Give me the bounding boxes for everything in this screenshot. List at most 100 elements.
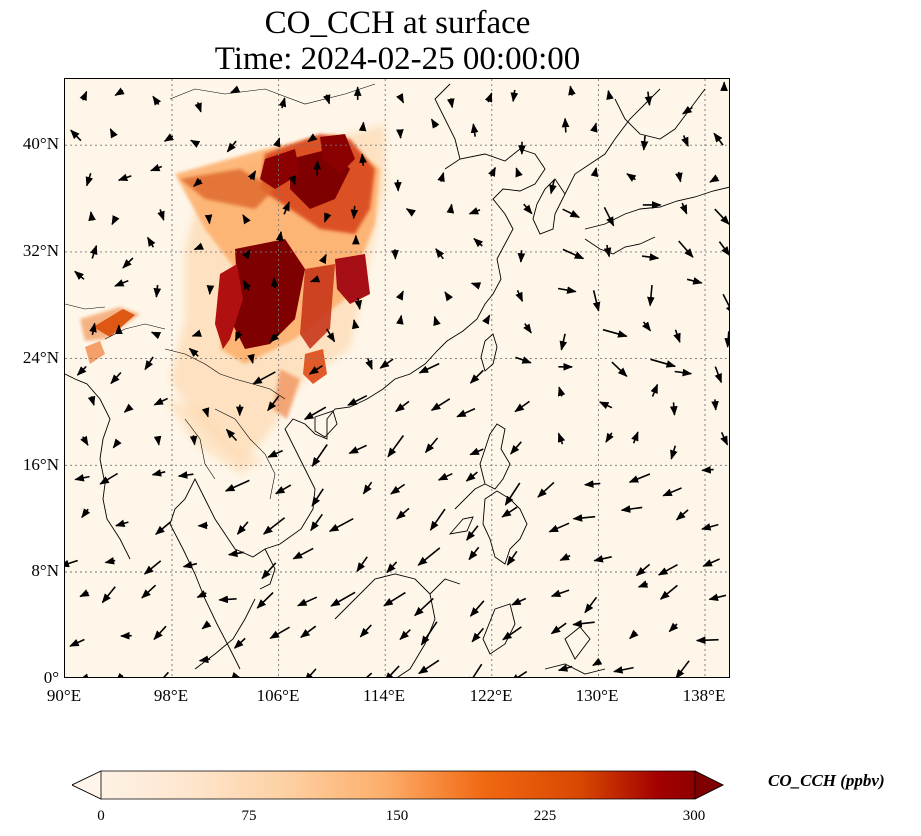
- wind-arrow: [311, 444, 328, 467]
- wind-arrow: [583, 480, 601, 488]
- x-tick-label: 106°E: [256, 686, 300, 705]
- wind-arrow: [424, 437, 439, 454]
- wind-arrow: [274, 484, 292, 495]
- wind-arrow: [111, 214, 120, 226]
- wind-arrow: [396, 93, 405, 104]
- wind-arrow: [112, 438, 122, 449]
- wind-arrow: [226, 140, 237, 153]
- colorbar-tick: 225: [533, 808, 557, 824]
- wind-arrow: [276, 676, 278, 677]
- wind-arrow: [515, 289, 524, 303]
- wind-arrow: [193, 177, 203, 187]
- wind-arrow: [488, 166, 497, 178]
- wind-arrow: [611, 361, 628, 377]
- wind-arrow: [562, 208, 580, 219]
- wind-arrow: [678, 240, 694, 258]
- wind-arrow: [620, 505, 643, 513]
- wind-arrow: [322, 94, 331, 105]
- wind-arrow: [292, 547, 314, 560]
- wind-arrow: [76, 365, 87, 376]
- wind-arrow: [430, 118, 440, 129]
- wind-arrow: [117, 173, 132, 182]
- wind-arrow: [506, 550, 518, 566]
- wind-arrow: [511, 597, 527, 606]
- wind-arrow: [640, 135, 649, 151]
- wind-arrow: [70, 129, 82, 142]
- wind-arrow: [234, 330, 243, 342]
- wind-arrow: [469, 447, 484, 456]
- wind-arrow: [386, 561, 398, 574]
- wind-arrow: [679, 202, 688, 215]
- wind-arrow: [395, 400, 410, 413]
- y-tick-label: 40°N: [22, 134, 59, 153]
- wind-arrow: [383, 591, 406, 607]
- wind-arrow: [517, 250, 526, 263]
- wind-arrow: [252, 371, 276, 385]
- wind-arrow: [143, 560, 162, 575]
- wind-arrow: [85, 173, 94, 187]
- wind-arrow: [557, 664, 573, 672]
- wind-arrow: [675, 660, 690, 677]
- x-tick-label: 130°E: [575, 686, 619, 705]
- wind-arrow: [510, 441, 522, 455]
- wind-arrow: [613, 666, 634, 674]
- wind-arrow: [191, 329, 203, 337]
- wind-arrow: [659, 584, 678, 600]
- wind-arrow: [515, 167, 523, 178]
- wind-arrow: [470, 123, 479, 137]
- wind-arrow: [686, 277, 703, 285]
- wind-arrow: [193, 242, 204, 251]
- wind-arrow: [466, 525, 479, 541]
- wind-arrow: [446, 98, 455, 109]
- wind-arrow: [720, 431, 729, 446]
- wind-arrow: [247, 170, 257, 181]
- wind-arrow: [387, 435, 405, 458]
- wind-arrow: [242, 214, 251, 225]
- map-title: CO_CCH at surface: [264, 5, 531, 41]
- wind-vectors: [65, 81, 729, 677]
- wind-arrow: [631, 431, 639, 444]
- wind-arrow: [396, 129, 404, 139]
- wind-arrow: [328, 517, 354, 533]
- wind-arrow: [572, 619, 595, 628]
- wind-arrow: [430, 398, 451, 411]
- wind-arrow: [557, 286, 577, 294]
- wind-arrow: [303, 406, 327, 420]
- wind-arrow: [227, 549, 244, 558]
- wind-arrow: [557, 432, 566, 445]
- colorbar-tick: 75: [241, 808, 257, 824]
- wind-arrow: [282, 201, 290, 215]
- y-tick-label: 32°N: [22, 241, 59, 260]
- wind-arrow: [568, 85, 576, 96]
- wind-arrow: [74, 474, 90, 482]
- wind-arrow: [115, 519, 129, 527]
- wind-arrow: [642, 321, 652, 332]
- wind-arrow: [390, 483, 406, 495]
- wind-arrow: [233, 637, 246, 649]
- wind-arrow: [236, 521, 249, 535]
- wind-arrow: [269, 626, 290, 639]
- wind-arrow: [190, 139, 201, 148]
- wind-arrow: [87, 395, 96, 407]
- wind-arrow: [724, 331, 729, 348]
- wind-arrow: [206, 285, 215, 295]
- wind-arrow: [468, 546, 480, 561]
- wind-arrow: [626, 173, 637, 182]
- wind-arrow: [670, 445, 678, 460]
- wind-arrow: [347, 394, 368, 406]
- wind-arrow: [65, 559, 78, 568]
- wind-arrow: [469, 369, 484, 384]
- wind-arrow: [81, 508, 91, 519]
- wind-arrow: [151, 469, 166, 477]
- wind-arrow: [242, 279, 252, 291]
- wind-arrow: [177, 471, 194, 479]
- wind-arrow: [641, 253, 660, 261]
- wind-arrow: [89, 322, 97, 336]
- wind-arrow: [278, 97, 287, 109]
- wind-arrow: [242, 249, 251, 260]
- wind-arrow: [304, 668, 317, 677]
- wind-arrow: [163, 133, 174, 142]
- x-tick-label: 138°E: [682, 686, 726, 705]
- wind-arrow: [637, 580, 649, 588]
- wind-arrow: [709, 174, 720, 183]
